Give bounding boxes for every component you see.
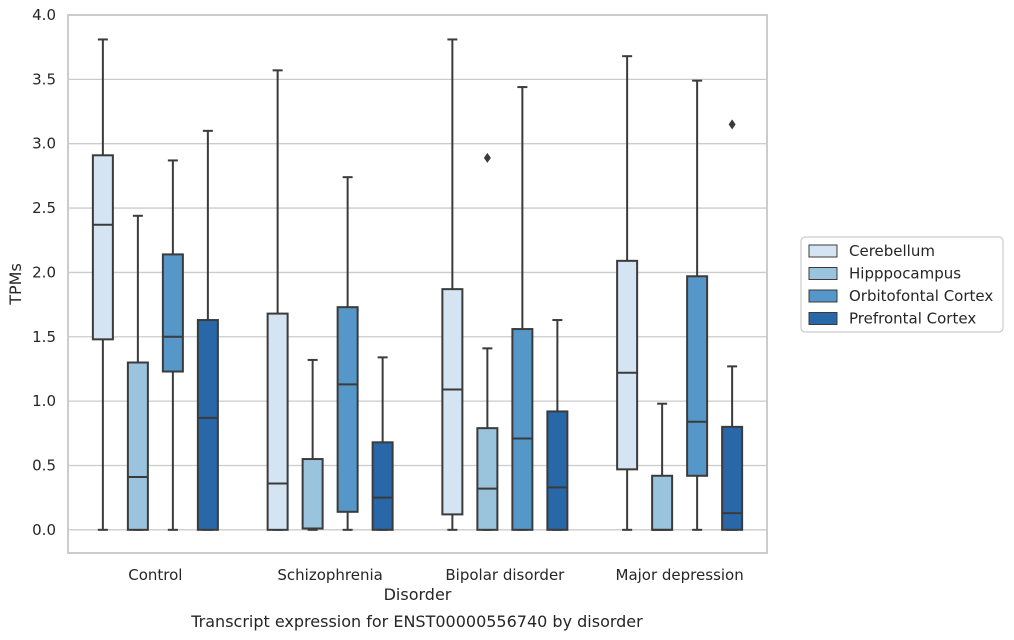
y-tick-label: 4.0 <box>32 6 56 24</box>
box-cerebellum <box>91 38 114 531</box>
box-iqr <box>196 319 219 531</box>
box-plots <box>91 38 744 531</box>
x-tick-labels: Control Schizophrenia Bipolar disorder Majo… <box>128 566 743 584</box>
plot-frame <box>67 14 768 554</box>
outlier-point <box>483 152 491 163</box>
box-iqr <box>721 425 744 531</box>
legend-label: Prefrontal Cortex <box>849 310 976 328</box>
box-iqr <box>686 275 709 477</box>
box-cerebellum <box>266 69 289 531</box>
box-iqr <box>336 306 359 513</box>
box-prefrontal-cortex <box>196 129 219 531</box>
legend-swatch <box>808 244 838 258</box>
box-orbitofontal-cortex <box>336 176 359 531</box>
box-iqr <box>266 312 289 531</box>
legend-swatch <box>808 267 838 280</box>
box-iqr <box>476 427 499 531</box>
outlier-point <box>728 119 736 130</box>
box-iqr <box>126 361 149 531</box>
legend-swatch <box>808 312 838 325</box>
box-hipppocampus <box>301 358 324 531</box>
y-tick-label: 1.5 <box>32 328 56 346</box>
y-tick-label: 2.0 <box>32 263 56 281</box>
box-iqr <box>371 441 394 531</box>
box-iqr <box>546 410 569 531</box>
y-tick-label: 0.5 <box>32 456 56 474</box>
y-tick-label: 1.0 <box>32 392 56 410</box>
box-iqr <box>91 154 114 341</box>
legend-label: Hipppocampus <box>849 265 961 283</box>
legend-label: Orbitofontal Cortex <box>849 287 993 305</box>
box-prefrontal-cortex <box>721 119 744 531</box>
box-prefrontal-cortex <box>371 356 394 531</box>
y-tick-label: 3.5 <box>32 70 56 88</box>
box-cerebellum <box>616 55 639 531</box>
y-tick-label: 0.0 <box>32 521 56 539</box>
box-hipppocampus <box>476 152 499 531</box>
box-iqr <box>441 288 464 516</box>
box-orbitofontal-cortex <box>686 79 709 531</box>
x-axis-label: Disorder <box>384 585 452 604</box>
box-prefrontal-cortex <box>546 319 569 531</box>
box-hipppocampus <box>126 214 149 531</box>
box-iqr <box>161 253 184 373</box>
y-axis-label: TPMs <box>6 263 25 306</box>
x-tick-label: Bipolar disorder <box>445 566 565 584</box>
box-iqr <box>616 259 639 471</box>
y-tick-label: 3.0 <box>32 135 56 153</box>
box-orbitofontal-cortex <box>161 159 184 531</box>
box-iqr <box>511 328 534 531</box>
box-iqr <box>301 458 324 530</box>
x-tick-label: Control <box>128 566 182 584</box>
x-tick-label: Major depression <box>616 566 744 584</box>
legend-box <box>800 236 1004 333</box>
box-hipppocampus <box>651 402 674 531</box>
x-tick-label: Schizophrenia <box>277 566 382 584</box>
legend: Cerebellum Hipppocampus Orbitofontal Corte… <box>800 236 1004 333</box>
box-cerebellum <box>441 38 464 531</box>
box-iqr <box>651 474 674 531</box>
legend-swatch <box>808 289 838 303</box>
y-tick-labels: 0.0 0.5 1.0 1.5 2.0 2.5 3.0 3.5 4.0 <box>32 6 56 539</box>
box-orbitofontal-cortex <box>511 86 534 531</box>
legend-label: Cerebellum <box>849 242 935 260</box>
y-tick-label: 2.5 <box>32 199 56 217</box>
chart-caption: Transcript expression for ENST0000055674… <box>190 612 643 631</box>
